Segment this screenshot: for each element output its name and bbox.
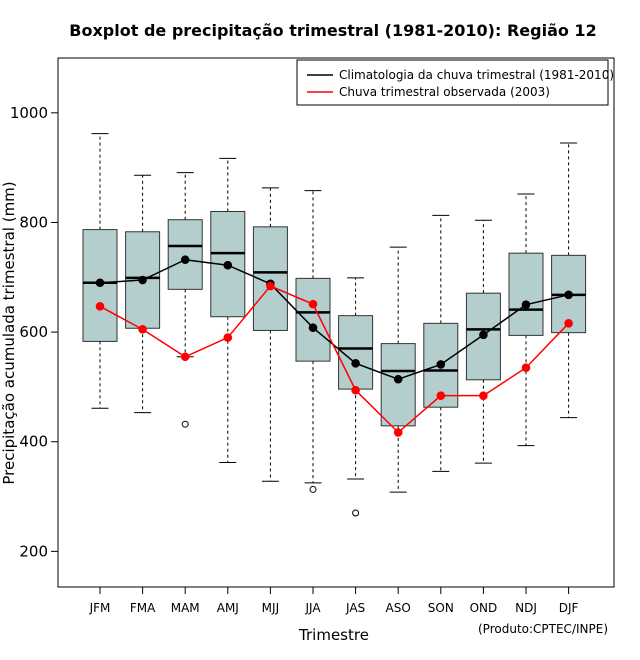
legend-label-observed: Chuva trimestral observada (2003) bbox=[339, 85, 550, 99]
y-axis-label: Precipitação acumulada trimestral (mm) bbox=[0, 181, 18, 484]
outlier-point bbox=[309, 485, 317, 493]
observed-point bbox=[479, 391, 488, 400]
observed-point bbox=[393, 428, 403, 437]
observed-point bbox=[308, 299, 318, 309]
y-tick-label: 1000 bbox=[10, 104, 48, 122]
legend-label-climatology: Climatologia da chuva trimestral (1981-2… bbox=[339, 68, 614, 82]
x-tick-label: ASO bbox=[386, 601, 411, 615]
y-tick-label: 600 bbox=[19, 323, 48, 341]
observed-point bbox=[266, 281, 275, 291]
climatology-point bbox=[180, 255, 190, 265]
y-tick-label: 200 bbox=[19, 542, 48, 560]
climatology-point bbox=[436, 360, 446, 369]
credit-label: (Produto:CPTEC/INPE) bbox=[478, 622, 608, 636]
observed-point bbox=[564, 319, 573, 328]
y-tick-label: 400 bbox=[19, 433, 48, 451]
climatology-point bbox=[564, 290, 573, 300]
x-tick-label: JJA bbox=[304, 601, 321, 615]
chart-title: Boxplot de precipitação trimestral (1981… bbox=[69, 21, 596, 40]
plot-frame bbox=[57, 57, 615, 588]
box-aso bbox=[380, 343, 416, 427]
climatology-point bbox=[95, 278, 105, 288]
climatology-point bbox=[351, 359, 360, 368]
observed-point bbox=[436, 391, 446, 400]
climatology-point bbox=[521, 300, 531, 309]
climatology-point bbox=[138, 275, 147, 285]
outlier-point bbox=[181, 420, 189, 428]
outlier-point bbox=[352, 509, 360, 517]
x-tick-label: MAM bbox=[171, 601, 200, 615]
observed-point bbox=[138, 325, 147, 334]
box-mam bbox=[167, 219, 203, 290]
x-axis-label: Trimestre bbox=[298, 626, 369, 644]
x-tick-label: OND bbox=[470, 601, 498, 615]
observed-point bbox=[180, 352, 190, 362]
climatology-point bbox=[223, 260, 233, 270]
x-tick-label: FMA bbox=[130, 601, 156, 615]
observed-point bbox=[351, 385, 360, 395]
box-jas bbox=[338, 315, 374, 390]
observed-line bbox=[99, 285, 570, 434]
legend-box bbox=[296, 59, 609, 106]
x-tick-label: AMJ bbox=[217, 601, 239, 615]
x-tick-label: SON bbox=[428, 601, 454, 615]
legend: Climatologia da chuva trimestral (1981-2… bbox=[296, 59, 614, 106]
box-jja bbox=[295, 277, 331, 362]
x-tick-label: DJF bbox=[559, 601, 579, 615]
climatology-point bbox=[393, 374, 403, 384]
observed-point bbox=[223, 333, 233, 342]
observed-point bbox=[95, 302, 105, 311]
box-ndj bbox=[508, 252, 544, 336]
x-tick-label: JFM bbox=[89, 601, 111, 615]
climatology-point bbox=[479, 330, 488, 340]
climatology-point bbox=[308, 323, 318, 333]
x-tick-label: JAS bbox=[345, 601, 365, 615]
plot-area: 200 400 600 800 1000 JFM FMA MAM AMJ MJJ JJA JAS ASO… bbox=[10, 57, 615, 615]
observed-point bbox=[521, 363, 531, 373]
y-tick-label: 800 bbox=[19, 213, 48, 231]
x-tick-label: NDJ bbox=[515, 601, 537, 615]
x-tick-label: MJJ bbox=[262, 601, 279, 615]
